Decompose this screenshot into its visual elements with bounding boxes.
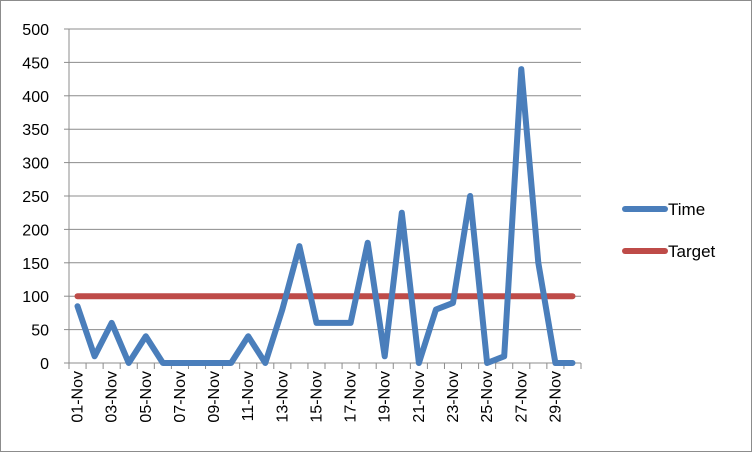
y-tick-label: 350 [22,122,49,139]
x-tick-label: 25-Nov [479,371,496,423]
legend-label-target: Target [668,242,716,261]
y-tick-label: 50 [31,323,49,340]
y-tick-label: 0 [40,356,49,373]
x-tick-label: 19-Nov [377,371,394,423]
x-tick-label: 03-Nov [104,371,121,423]
series-lines [74,66,576,366]
x-tick-label: 13-Nov [274,371,291,423]
axes [68,29,581,364]
x-tick-label: 01-Nov [70,371,87,423]
y-tick-label: 450 [22,55,49,72]
y-tick-label: 400 [22,89,49,106]
x-tick-label: 23-Nov [445,371,462,423]
x-tick-label: 27-Nov [513,371,530,423]
x-tick-label: 15-Nov [308,371,325,423]
x-tick-label: 09-Nov [206,371,223,423]
x-tick-label: 05-Nov [138,371,155,423]
legend: Time Target [622,200,716,261]
x-axis-tick-labels: 01-Nov 03-Nov 05-Nov 07-Nov 09-Nov 11-Nov 13-N… [68,363,582,423]
y-tick-label: 250 [22,189,49,206]
series-line-time [74,66,576,366]
y-axis-tick-labels: 0 50 100 150 200 250 300 350 400 450 500 [22,22,69,373]
gridlines [69,28,581,331]
x-tick-label: 17-Nov [343,371,360,423]
y-tick-label: 500 [22,22,49,39]
x-tick-label: 29-Nov [547,371,564,423]
y-tick-label: 100 [22,289,49,306]
legend-label-time: Time [668,200,705,219]
y-tick-label: 200 [22,222,49,239]
y-tick-label: 300 [22,156,49,173]
x-tick-label: 07-Nov [172,371,189,423]
x-tick-label: 21-Nov [411,371,428,423]
y-tick-label: 150 [22,256,49,273]
x-tick-label: 11-Nov [240,371,257,421]
